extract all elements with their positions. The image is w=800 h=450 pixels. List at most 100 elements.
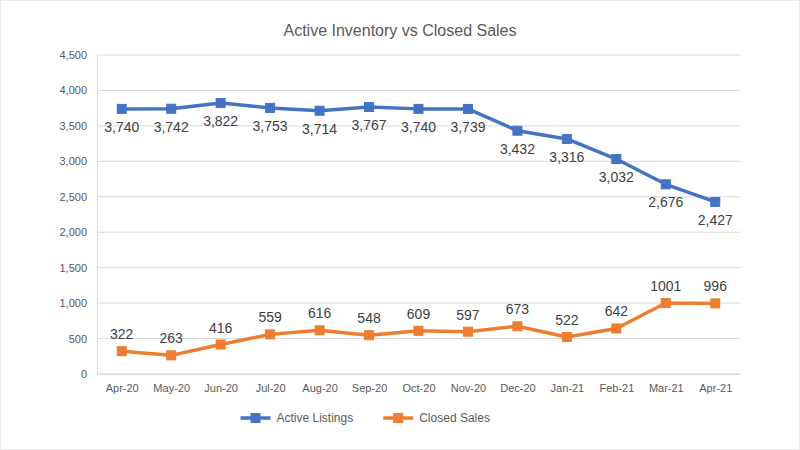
data-label: 548 xyxy=(357,310,381,326)
x-tick-label: Sep-20 xyxy=(352,382,387,394)
grid-line xyxy=(97,90,740,91)
y-tick-label: 0 xyxy=(81,368,87,380)
x-tick: Nov-20 xyxy=(451,374,486,394)
marker xyxy=(612,324,621,333)
marker xyxy=(661,180,670,189)
x-tick-label: Apr-21 xyxy=(699,382,732,394)
grid xyxy=(97,55,740,374)
title: Active Inventory vs Closed Sales xyxy=(284,22,517,39)
series-line xyxy=(122,103,716,202)
data-label: 2,427 xyxy=(698,212,733,228)
legend-marker xyxy=(251,414,260,423)
grid-line xyxy=(97,161,740,162)
y-tick-label: 1,500 xyxy=(59,262,87,274)
x-tick: Apr-21 xyxy=(699,374,732,394)
grid-line xyxy=(97,55,740,56)
y-tick-label: 3,500 xyxy=(59,120,87,132)
marker xyxy=(167,351,176,360)
marker xyxy=(711,299,720,308)
x-tick-label: Mar-21 xyxy=(649,382,684,394)
x-tick-label: Jul-20 xyxy=(256,382,286,394)
data-label: 3,742 xyxy=(154,119,189,135)
x-tick-label: May-20 xyxy=(153,382,190,394)
plot-area xyxy=(117,99,720,360)
y-tick-label: 4,000 xyxy=(59,84,87,96)
legend-label: Closed Sales xyxy=(419,411,490,425)
y-tick-label: 2,500 xyxy=(59,191,87,203)
y-tick: 2,000 xyxy=(59,226,97,238)
grid-line xyxy=(97,196,740,197)
x-axis: Apr-20May-20Jun-20Jul-20Aug-20Sep-20Oct-… xyxy=(98,374,741,394)
marker xyxy=(216,340,225,349)
marker xyxy=(463,104,472,113)
data-label: 2,676 xyxy=(648,194,683,210)
marker xyxy=(266,330,275,339)
marker xyxy=(216,99,225,108)
data-label: 3,740 xyxy=(401,119,436,135)
data-label: 559 xyxy=(258,309,282,325)
y-axis-line xyxy=(97,56,98,375)
y-tick-label: 1,000 xyxy=(59,297,87,309)
marker xyxy=(463,327,472,336)
x-tick: Dec-20 xyxy=(500,374,535,394)
marker xyxy=(117,347,126,356)
data-label: 3,753 xyxy=(253,118,288,134)
y-tick-label: 2,000 xyxy=(59,226,87,238)
x-tick-label: Dec-20 xyxy=(500,382,535,394)
x-tick-label: Apr-20 xyxy=(106,382,139,394)
data-label: 609 xyxy=(407,306,431,322)
series-line xyxy=(122,303,716,355)
background xyxy=(0,0,800,450)
x-tick-label: Jun-20 xyxy=(204,382,238,394)
data-label: 3,767 xyxy=(352,117,387,133)
data-label: 996 xyxy=(704,278,728,294)
x-tick: Apr-20 xyxy=(106,374,139,394)
grid-line xyxy=(97,232,740,233)
marker xyxy=(365,331,374,340)
data-label: 642 xyxy=(605,303,629,319)
x-tick: Jun-20 xyxy=(204,374,238,394)
marker xyxy=(562,134,571,143)
x-tick-label: Feb-21 xyxy=(599,382,634,394)
legend-entry: Active Listings xyxy=(241,411,354,425)
data-label: 3,432 xyxy=(500,141,535,157)
legend-entry: Closed Sales xyxy=(383,411,490,425)
marker xyxy=(513,322,522,331)
data-label: 673 xyxy=(506,301,530,317)
x-tick-label: Oct-20 xyxy=(402,382,435,394)
grid-line xyxy=(97,338,740,339)
data-label: 416 xyxy=(209,320,233,336)
data-label: 322 xyxy=(110,326,134,342)
x-tick: May-20 xyxy=(153,374,190,394)
data-label: 597 xyxy=(456,307,480,323)
x-tick: Oct-20 xyxy=(402,374,435,394)
x-axis-line xyxy=(98,374,741,375)
data-label: 3,740 xyxy=(104,119,139,135)
marker xyxy=(315,106,324,115)
marker xyxy=(661,299,670,308)
y-tick-label: 3,000 xyxy=(59,155,87,167)
legend-marker xyxy=(394,414,403,423)
x-tick: Jan-21 xyxy=(551,374,585,394)
y-tick: 1,000 xyxy=(59,297,97,309)
x-tick: Jul-20 xyxy=(256,374,286,394)
marker xyxy=(414,104,423,113)
marker xyxy=(117,104,126,113)
grid-line xyxy=(97,267,740,268)
y-tick-label: 4,500 xyxy=(59,49,87,61)
data-label: 3,822 xyxy=(203,113,238,129)
marker xyxy=(167,104,176,113)
marker xyxy=(513,126,522,135)
data-label: 522 xyxy=(555,312,579,328)
legend: Active Listings Closed Sales xyxy=(241,411,490,425)
chart: Active Inventory vs Closed Sales 0 500 1,00… xyxy=(0,0,800,450)
marker xyxy=(612,155,621,164)
y-tick: 0 xyxy=(81,368,97,380)
x-tick-label: Nov-20 xyxy=(451,382,486,394)
marker xyxy=(266,103,275,112)
y-tick-label: 500 xyxy=(69,333,87,345)
data-label: 3,739 xyxy=(450,119,485,135)
data-label: 3,316 xyxy=(549,149,584,165)
marker xyxy=(315,326,324,335)
x-tick: Mar-21 xyxy=(649,374,684,394)
